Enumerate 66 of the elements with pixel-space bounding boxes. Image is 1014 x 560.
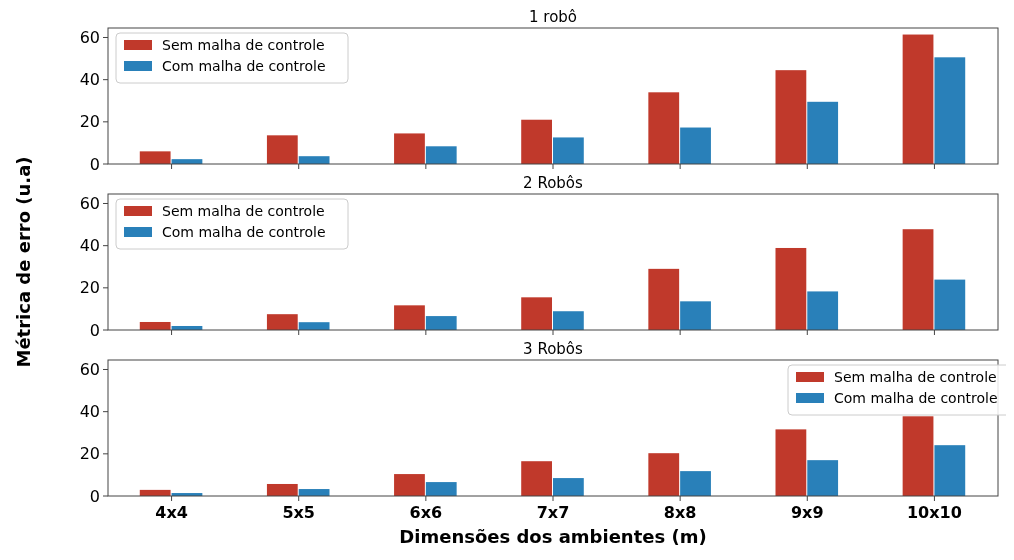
bar <box>521 297 552 330</box>
chart-title: 1 robô <box>528 8 578 26</box>
legend-label: Sem malha de controle <box>834 368 997 385</box>
bar <box>680 127 711 164</box>
bar <box>521 119 552 164</box>
y-tick-label: 60 <box>79 194 100 214</box>
bar <box>394 305 425 330</box>
bar <box>775 429 807 496</box>
y-tick-label: 20 <box>79 444 100 464</box>
bar <box>902 229 934 330</box>
bar <box>139 151 171 164</box>
bar <box>775 247 807 330</box>
bar <box>807 291 839 330</box>
y-tick-label: 20 <box>79 112 100 132</box>
bar <box>648 268 680 330</box>
x-tick-label: 9x9 <box>790 503 824 522</box>
y-axis-title: Métrica de erro (u.a) <box>13 156 34 368</box>
y-tick-label: 40 <box>79 402 100 422</box>
bar <box>266 135 298 164</box>
chart-title: 2 Robôs <box>523 174 584 192</box>
bar <box>807 101 839 164</box>
bar <box>648 92 680 164</box>
x-tick-label: 7x7 <box>536 503 570 522</box>
x-tick-label: 5x5 <box>282 503 316 522</box>
bar <box>553 478 584 496</box>
bar <box>266 483 298 496</box>
y-tick-label: 0 <box>89 486 100 506</box>
legend-label: Sem malha de controle <box>162 202 325 219</box>
bar <box>553 137 584 164</box>
bar <box>425 316 457 330</box>
x-tick-label: 8x8 <box>663 503 697 522</box>
bar <box>425 482 457 496</box>
bar <box>266 314 298 330</box>
x-tick-label: 4x4 <box>155 503 188 522</box>
bar <box>394 474 425 496</box>
legend-label: Com malha de controle <box>162 57 326 74</box>
bar <box>298 322 330 330</box>
y-tick-label: 0 <box>89 154 100 174</box>
legend-label: Com malha de controle <box>162 223 326 240</box>
chart-title: 3 Robôs <box>523 340 584 358</box>
y-tick-label: 20 <box>79 278 100 298</box>
bar <box>934 445 966 496</box>
x-tick-label: 10x10 <box>907 503 962 522</box>
y-tick-label: 60 <box>79 28 100 48</box>
bar <box>680 301 711 330</box>
bar <box>775 70 807 164</box>
x-axis-title: Dimensões dos ambientes (m) <box>399 526 707 547</box>
legend-label: Com malha de controle <box>834 389 998 406</box>
y-tick-label: 40 <box>79 236 100 256</box>
y-tick-label: 40 <box>79 70 100 90</box>
bar <box>934 279 966 330</box>
bar <box>394 133 425 164</box>
bar <box>934 57 966 164</box>
legend-label: Sem malha de controle <box>162 36 325 53</box>
bar <box>807 460 839 496</box>
bar <box>902 34 934 164</box>
bar <box>521 461 552 496</box>
bar <box>648 453 680 496</box>
bar <box>902 416 934 496</box>
bar <box>553 311 584 330</box>
bar <box>298 156 330 164</box>
bar <box>425 146 457 164</box>
x-tick-label: 6x6 <box>409 503 443 522</box>
y-tick-label: 60 <box>79 360 100 380</box>
y-tick-label: 0 <box>89 320 100 340</box>
bar <box>680 471 711 496</box>
